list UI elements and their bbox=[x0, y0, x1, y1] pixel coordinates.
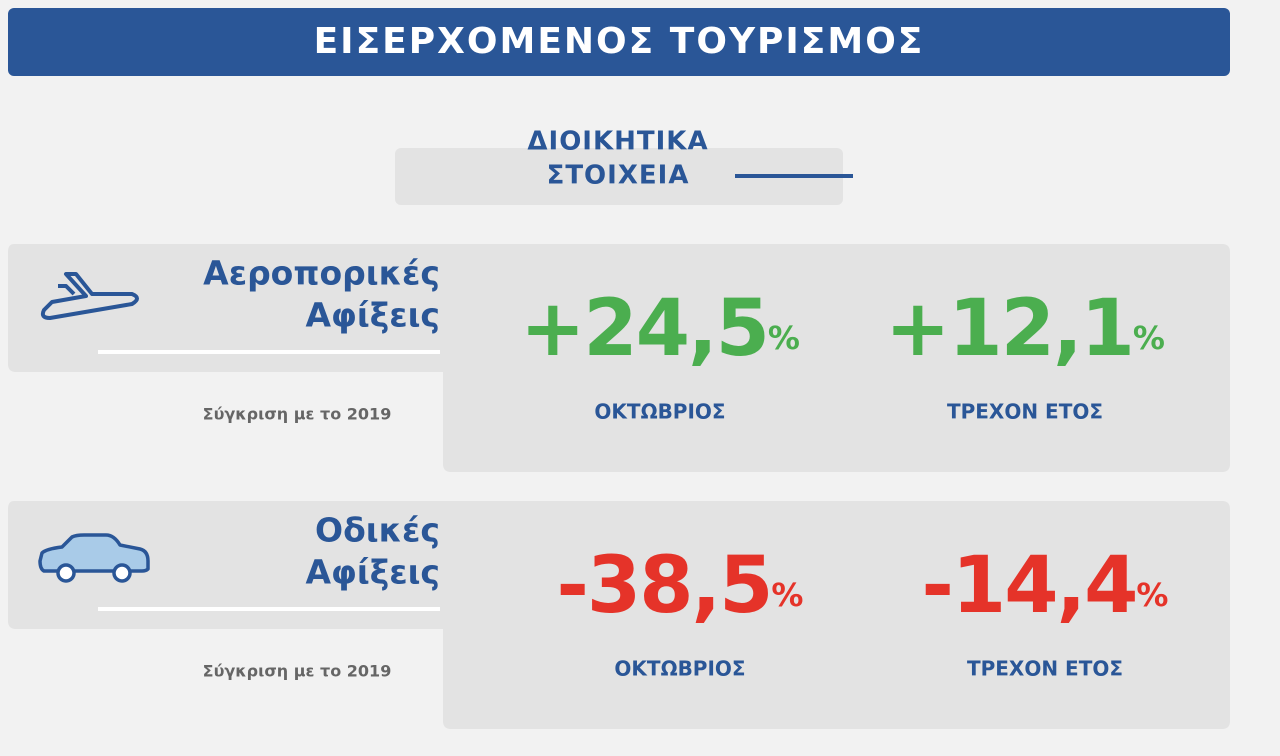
car-wheel bbox=[112, 563, 132, 583]
plane-icon bbox=[40, 272, 139, 320]
stat-unit: % bbox=[771, 576, 803, 614]
stat-label: ΤΡΕΧΟΝ ΕΤΟΣ bbox=[947, 400, 1103, 424]
panel bbox=[8, 501, 1230, 729]
section-title: Αφίξεις bbox=[306, 296, 441, 335]
stat-label: ΤΡΕΧΟΝ ΕΤΟΣ bbox=[967, 657, 1123, 681]
stat: +12,1% bbox=[885, 284, 1165, 374]
stat-value: +12,1 bbox=[885, 284, 1133, 374]
stat: -14,4% bbox=[922, 541, 1169, 631]
car-icon bbox=[38, 533, 150, 573]
stat: -38,5% bbox=[557, 541, 804, 631]
stat-value: -38,5 bbox=[557, 541, 772, 631]
header-bar bbox=[8, 8, 1230, 76]
comparison-note: Σύγκριση με το 2019 bbox=[203, 405, 392, 424]
comparison-note: Σύγκριση με το 2019 bbox=[203, 662, 392, 681]
panel bbox=[8, 244, 1230, 472]
car-wheel bbox=[56, 563, 76, 583]
stat-unit: % bbox=[768, 319, 800, 357]
stat-unit: % bbox=[1136, 576, 1168, 614]
subtitle-line: ΔΙΟΙΚΗΤΙΚΑ bbox=[527, 127, 708, 157]
section-title: Οδικές bbox=[315, 511, 440, 550]
subtitle-box bbox=[395, 148, 843, 205]
section-title: Αφίξεις bbox=[306, 553, 441, 592]
stat-label: ΟΚΤΩΒΡΙΟΣ bbox=[614, 657, 745, 681]
stat-label: ΟΚΤΩΒΡΙΟΣ bbox=[594, 400, 725, 424]
subtitle-line: ΣΤΟΙΧΕΙΑ bbox=[547, 161, 690, 191]
header-title: ΕΙΣΕΡΧΟΜΕΝΟΣ ΤΟΥΡΙΣΜΟΣ bbox=[314, 21, 925, 62]
section-title: Αεροπορικές bbox=[203, 254, 440, 293]
stat-value: -14,4 bbox=[922, 541, 1137, 631]
stat-value: +24,5 bbox=[520, 284, 768, 374]
stat: +24,5% bbox=[520, 284, 800, 374]
stat-unit: % bbox=[1133, 319, 1165, 357]
